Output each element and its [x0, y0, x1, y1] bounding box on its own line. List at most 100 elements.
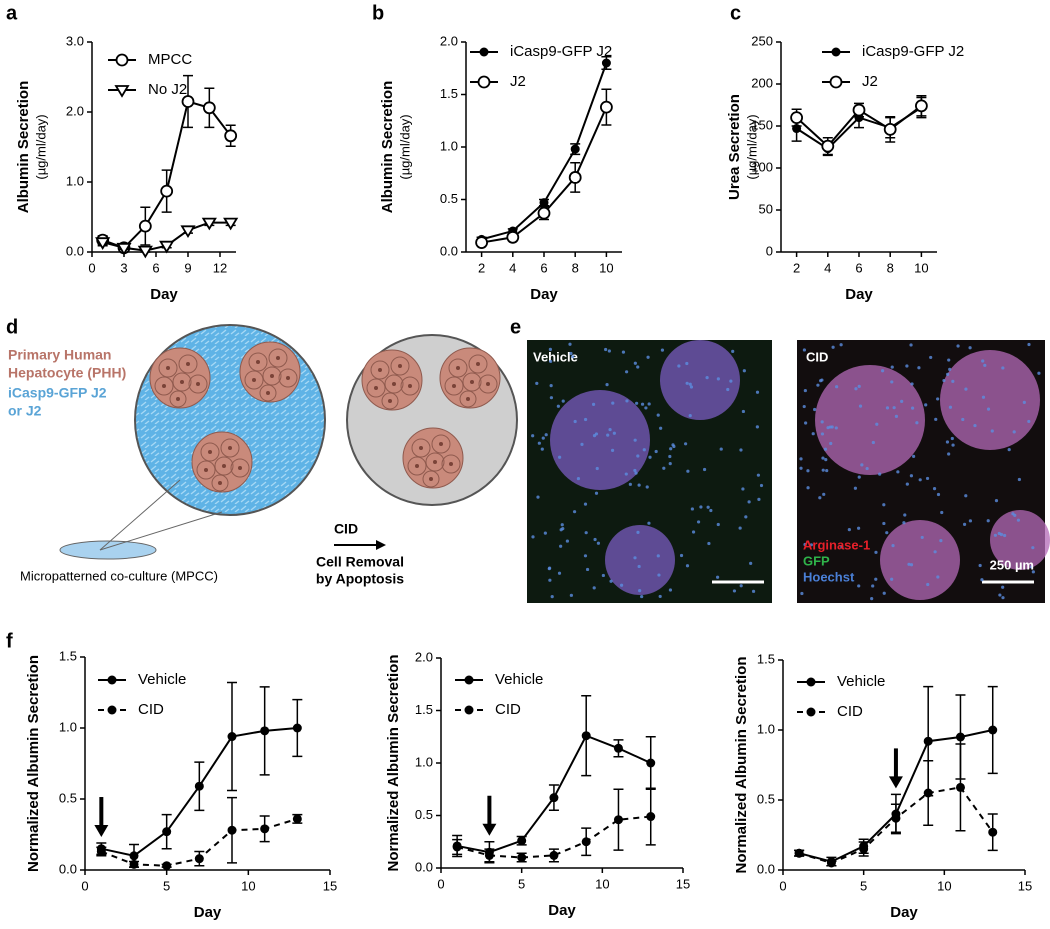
- nucleus: [905, 482, 909, 486]
- nucleus: [592, 586, 596, 590]
- nucleus: [549, 359, 553, 364]
- nucleus: [635, 401, 639, 405]
- nucleus: [640, 402, 645, 406]
- data-point: [194, 854, 204, 864]
- channel-label: Arginase-1: [803, 537, 870, 552]
- x-axis-label: Day: [530, 286, 558, 303]
- x-tick-label: 8: [572, 260, 579, 275]
- data-point: [955, 782, 965, 792]
- nucleus: [964, 387, 968, 391]
- nucleus: [568, 342, 572, 346]
- y-tick-label: 3.0: [66, 33, 84, 48]
- y-tick-label: 1.5: [59, 648, 77, 663]
- nucleus: [829, 441, 833, 446]
- data-point: [224, 129, 238, 143]
- nucleus: [612, 431, 616, 435]
- nucleus: [604, 347, 608, 352]
- legend-marker: [831, 47, 841, 57]
- nucleus: [637, 483, 641, 487]
- x-axis-label: Day: [890, 904, 918, 921]
- nucleus: [940, 510, 944, 515]
- y-tick-label: 0.0: [66, 243, 84, 258]
- y-axis-unit: (µg/ml/day): [397, 114, 412, 179]
- nucleus: [847, 528, 851, 532]
- data-point: [988, 827, 998, 837]
- hepatocyte-cluster: [439, 347, 501, 409]
- nucleus: [742, 369, 746, 373]
- x-tick-label: 6: [855, 260, 862, 275]
- nucleus: [662, 466, 666, 470]
- nucleus: [1029, 565, 1034, 569]
- nucleus: [601, 573, 605, 578]
- y-tick-label: 1.5: [415, 702, 433, 717]
- nucleus: [804, 421, 808, 425]
- data-point: [181, 95, 195, 108]
- nucleus: [813, 407, 817, 412]
- chart: 0.0 0.5 1.0 1.5 0 5 10 15 Day Normalized Albumin …: [25, 648, 337, 921]
- panel-label: c: [730, 2, 741, 24]
- nucleus: [591, 402, 596, 406]
- nucleus: [719, 447, 723, 451]
- nucleus: [751, 589, 756, 593]
- data-point: [794, 848, 804, 858]
- nucleus: [561, 527, 565, 531]
- nucleus: [540, 447, 544, 451]
- y-tick-label: 0.0: [757, 861, 775, 876]
- hepatocyte-cluster: [191, 431, 253, 493]
- nucleus: [699, 505, 703, 509]
- nucleus: [759, 483, 764, 488]
- nucleus: [755, 425, 759, 429]
- nucleus: [636, 454, 640, 458]
- nucleus: [596, 541, 601, 545]
- nucleus: [871, 584, 875, 588]
- nucleus: [857, 384, 861, 389]
- x-tick-label: 15: [1018, 878, 1032, 893]
- nucleus: [981, 395, 986, 399]
- data-point: [539, 198, 549, 208]
- data-point: [613, 815, 623, 825]
- nucleus: [968, 346, 972, 350]
- y-tick-label: 2.0: [440, 33, 458, 48]
- nucleus: [875, 422, 879, 426]
- x-tick-label: 10: [595, 876, 609, 891]
- nucleus: [659, 426, 663, 430]
- nucleus: [625, 370, 629, 374]
- nucleus: [946, 372, 950, 376]
- nucleus: [929, 355, 933, 360]
- zoom-line: [99, 479, 181, 551]
- nucleus: [830, 425, 834, 429]
- nucleus: [910, 406, 915, 410]
- nucleus: [951, 443, 955, 447]
- nucleus: [548, 347, 552, 351]
- chart: 0.0 0.5 1.0 1.5 2.0 2 4 6 8 10 Day Albumin Secretio…: [379, 33, 622, 303]
- data-point: [138, 219, 152, 233]
- nucleus: [744, 515, 748, 519]
- legend-label: No J2: [148, 81, 187, 98]
- image-label: Vehicle: [533, 349, 578, 364]
- data-point: [260, 726, 270, 736]
- data-point: [955, 732, 965, 742]
- legend-label: J2: [510, 73, 526, 90]
- y-tick-label: 200: [751, 75, 773, 90]
- y-tick-label: 2.0: [415, 649, 433, 664]
- nucleus: [910, 382, 914, 386]
- nucleus: [924, 403, 928, 407]
- legend-marker: [107, 675, 117, 685]
- nucleus: [537, 441, 541, 445]
- nucleus: [642, 448, 646, 452]
- x-axis-label: Day: [194, 904, 222, 921]
- data-point: [201, 217, 217, 231]
- legend-marker: [115, 53, 129, 67]
- nucleus: [559, 544, 563, 548]
- nucleus: [584, 531, 588, 535]
- nucleus: [811, 432, 815, 436]
- nucleus: [636, 365, 640, 369]
- y-tick-label: 0.0: [415, 859, 433, 874]
- legend-marker: [114, 85, 130, 98]
- hepatocyte-cluster: [361, 349, 423, 411]
- nucleus: [633, 361, 637, 365]
- data-point: [891, 813, 901, 823]
- data-point: [581, 731, 591, 741]
- data-point: [180, 225, 196, 239]
